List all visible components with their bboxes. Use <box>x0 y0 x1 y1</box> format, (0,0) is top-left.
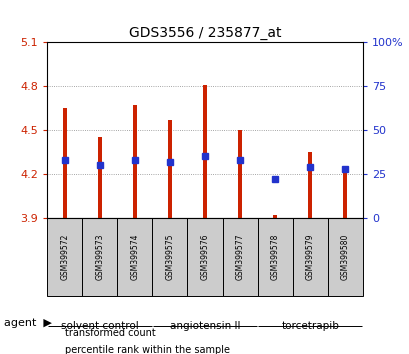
Text: GSM399577: GSM399577 <box>235 233 244 280</box>
Bar <box>82 218 117 296</box>
Bar <box>308 152 312 218</box>
Bar <box>222 218 257 296</box>
Bar <box>152 218 187 296</box>
Bar <box>257 218 292 296</box>
Bar <box>272 215 276 218</box>
Text: GSM399578: GSM399578 <box>270 233 279 280</box>
Bar <box>327 218 362 296</box>
Text: torcetrapib: torcetrapib <box>281 321 338 331</box>
Text: solvent control: solvent control <box>61 321 138 331</box>
Bar <box>237 130 242 218</box>
Text: transformed count: transformed count <box>65 328 155 338</box>
Bar <box>292 218 327 296</box>
Text: GSM399573: GSM399573 <box>95 233 104 280</box>
Title: GDS3556 / 235877_at: GDS3556 / 235877_at <box>128 26 281 40</box>
Text: GSM399572: GSM399572 <box>60 233 69 280</box>
Text: GSM399580: GSM399580 <box>340 233 349 280</box>
Bar <box>202 85 207 218</box>
Bar <box>117 218 152 296</box>
Bar <box>187 218 222 296</box>
Bar <box>167 120 172 218</box>
Text: agent  ▶: agent ▶ <box>4 318 52 328</box>
Text: GSM399574: GSM399574 <box>130 233 139 280</box>
Bar <box>342 167 346 218</box>
Text: angiotensin II: angiotensin II <box>169 321 240 331</box>
Text: GSM399579: GSM399579 <box>305 233 314 280</box>
Text: GSM399576: GSM399576 <box>200 233 209 280</box>
Bar <box>63 108 67 218</box>
Text: percentile rank within the sample: percentile rank within the sample <box>65 345 229 354</box>
Text: GSM399575: GSM399575 <box>165 233 174 280</box>
Bar <box>97 137 101 218</box>
Bar <box>47 218 82 296</box>
Bar <box>133 105 137 218</box>
